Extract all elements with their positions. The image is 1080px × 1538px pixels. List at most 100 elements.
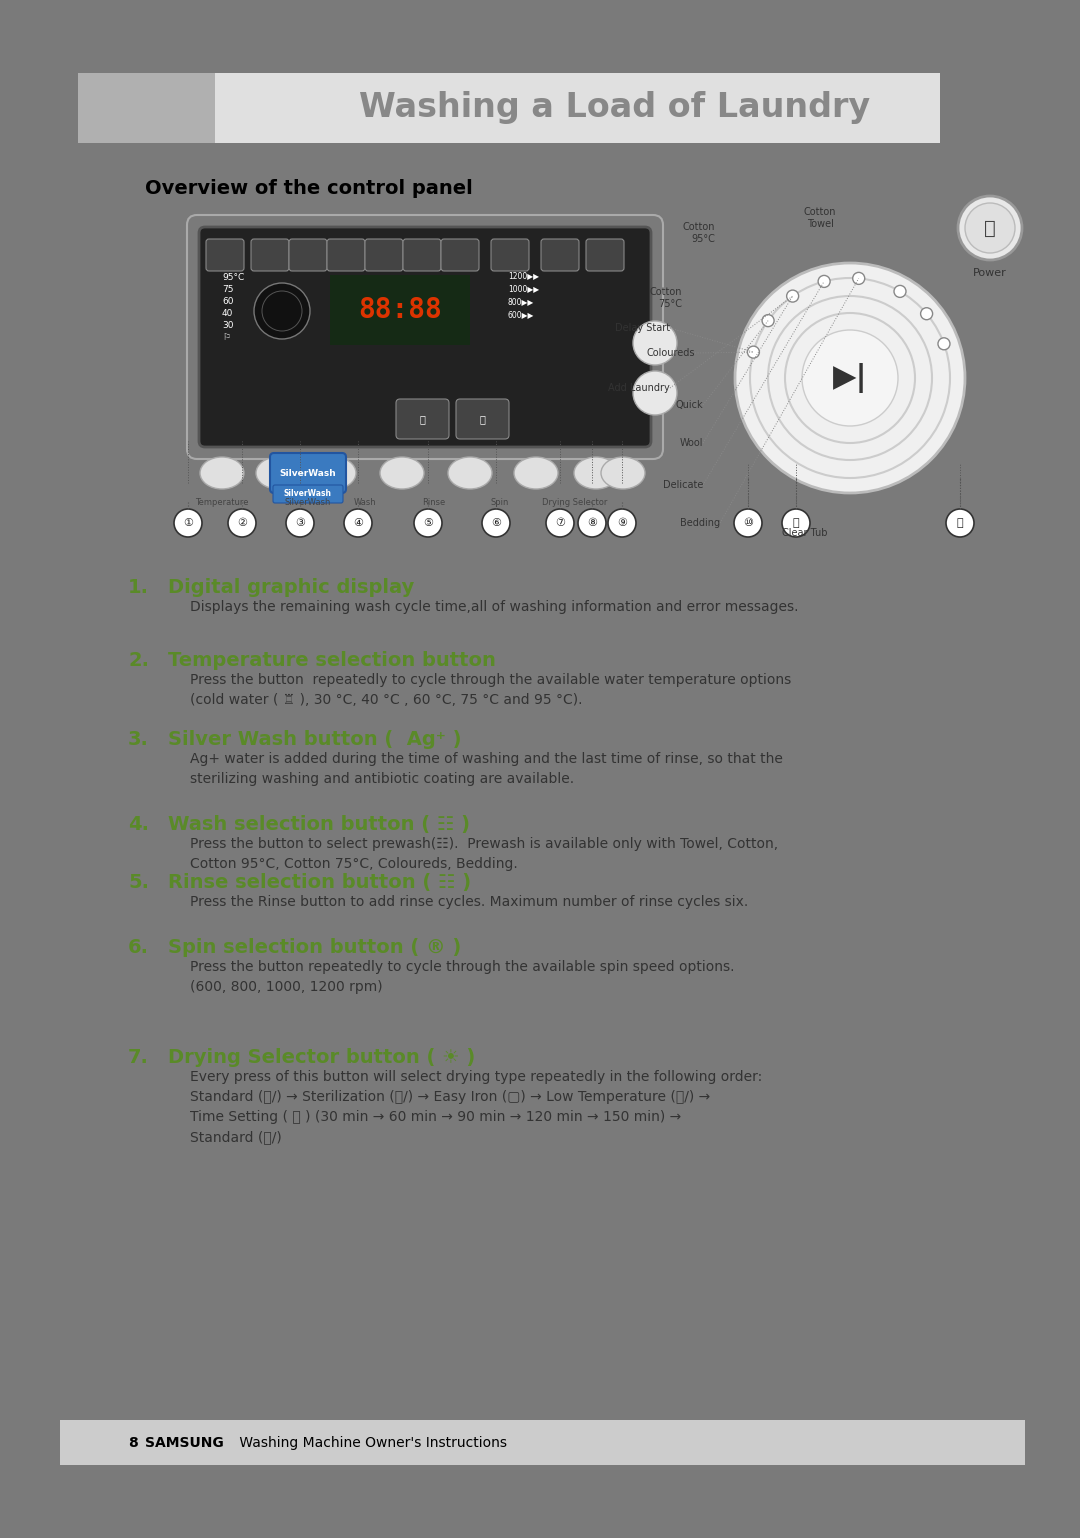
Text: 4.: 4. bbox=[129, 815, 149, 834]
Ellipse shape bbox=[734, 509, 762, 537]
Text: 8: 8 bbox=[129, 1436, 138, 1450]
Ellipse shape bbox=[633, 371, 677, 415]
Circle shape bbox=[747, 346, 759, 358]
Text: 5.: 5. bbox=[129, 874, 149, 892]
FancyBboxPatch shape bbox=[215, 71, 940, 143]
Ellipse shape bbox=[286, 509, 314, 537]
Text: SilverWash: SilverWash bbox=[284, 489, 332, 498]
Ellipse shape bbox=[414, 509, 442, 537]
Text: ②: ② bbox=[237, 518, 247, 528]
Circle shape bbox=[735, 263, 966, 494]
Text: 600▶▶: 600▶▶ bbox=[508, 311, 535, 320]
Text: Add Laundry: Add Laundry bbox=[608, 383, 670, 394]
Ellipse shape bbox=[573, 457, 618, 489]
Ellipse shape bbox=[448, 457, 492, 489]
Ellipse shape bbox=[380, 457, 424, 489]
Text: Washing Machine Owner's Instructions: Washing Machine Owner's Instructions bbox=[235, 1436, 507, 1450]
Text: Press the button repeatedly to cycle through the available spin speed options.
(: Press the button repeatedly to cycle thr… bbox=[190, 960, 734, 994]
Text: Drying Selector button ( ☀ ): Drying Selector button ( ☀ ) bbox=[168, 1047, 475, 1067]
Text: 1000▶▶: 1000▶▶ bbox=[508, 285, 539, 294]
Text: 🔒: 🔒 bbox=[419, 414, 424, 424]
Text: SAMSUNG: SAMSUNG bbox=[145, 1436, 224, 1450]
FancyBboxPatch shape bbox=[491, 238, 529, 271]
Ellipse shape bbox=[174, 509, 202, 537]
FancyBboxPatch shape bbox=[78, 71, 215, 143]
Text: ⏰: ⏰ bbox=[480, 414, 485, 424]
Text: ▶|: ▶| bbox=[833, 363, 867, 394]
Text: 6.: 6. bbox=[129, 938, 149, 957]
Circle shape bbox=[802, 331, 897, 426]
Ellipse shape bbox=[782, 509, 810, 537]
Text: ⑦: ⑦ bbox=[555, 518, 565, 528]
Circle shape bbox=[958, 195, 1022, 260]
Circle shape bbox=[894, 286, 906, 297]
Circle shape bbox=[819, 275, 831, 288]
Text: 800▶▶: 800▶▶ bbox=[508, 297, 535, 306]
FancyBboxPatch shape bbox=[541, 238, 579, 271]
Text: ⏻: ⏻ bbox=[984, 218, 996, 237]
Text: Press the Rinse button to add rinse cycles. Maximum number of rinse cycles six.: Press the Rinse button to add rinse cycl… bbox=[190, 895, 748, 909]
Ellipse shape bbox=[946, 509, 974, 537]
FancyBboxPatch shape bbox=[441, 238, 480, 271]
Text: 30: 30 bbox=[222, 321, 233, 331]
FancyBboxPatch shape bbox=[327, 238, 365, 271]
Text: Wash: Wash bbox=[353, 498, 376, 508]
Text: Rinse selection button ( ☷ ): Rinse selection button ( ☷ ) bbox=[168, 874, 471, 892]
FancyBboxPatch shape bbox=[60, 55, 1025, 72]
FancyBboxPatch shape bbox=[365, 238, 403, 271]
Text: 40: 40 bbox=[222, 309, 233, 318]
Text: Drying Selector: Drying Selector bbox=[542, 498, 608, 508]
FancyBboxPatch shape bbox=[289, 238, 327, 271]
Text: Delicate: Delicate bbox=[663, 480, 703, 491]
Circle shape bbox=[786, 291, 798, 301]
Text: Spin selection button ( ® ): Spin selection button ( ® ) bbox=[168, 938, 461, 957]
Text: 95°C: 95°C bbox=[222, 274, 244, 283]
Text: Wool: Wool bbox=[679, 438, 703, 448]
Text: Clear Tub: Clear Tub bbox=[782, 528, 827, 538]
Circle shape bbox=[937, 338, 950, 349]
FancyBboxPatch shape bbox=[251, 238, 289, 271]
Text: Press the button to select prewash(☷).  Prewash is available only with Towel, Co: Press the button to select prewash(☷). P… bbox=[190, 837, 778, 871]
Text: 88:88: 88:88 bbox=[359, 295, 442, 325]
FancyBboxPatch shape bbox=[456, 398, 509, 438]
Ellipse shape bbox=[608, 509, 636, 537]
Text: Delay Start: Delay Start bbox=[615, 323, 670, 334]
Text: Spin: Spin bbox=[490, 498, 509, 508]
Text: Wash selection button ( ☷ ): Wash selection button ( ☷ ) bbox=[168, 815, 470, 834]
Ellipse shape bbox=[228, 509, 256, 537]
FancyBboxPatch shape bbox=[206, 238, 244, 271]
Text: ⑨: ⑨ bbox=[617, 518, 627, 528]
Text: SilverWash: SilverWash bbox=[285, 498, 332, 508]
Ellipse shape bbox=[546, 509, 573, 537]
Text: ④: ④ bbox=[353, 518, 363, 528]
Text: Overview of the control panel: Overview of the control panel bbox=[145, 178, 473, 197]
FancyBboxPatch shape bbox=[270, 454, 346, 494]
FancyBboxPatch shape bbox=[60, 55, 78, 1483]
FancyBboxPatch shape bbox=[199, 228, 651, 448]
Text: 2.: 2. bbox=[129, 651, 149, 671]
Text: Coloureds: Coloureds bbox=[647, 348, 696, 358]
Text: 60: 60 bbox=[222, 297, 233, 306]
Text: Ag+ water is added during the time of washing and the last time of rinse, so tha: Ag+ water is added during the time of wa… bbox=[190, 752, 783, 786]
Text: 3.: 3. bbox=[129, 731, 149, 749]
Ellipse shape bbox=[256, 457, 300, 489]
Ellipse shape bbox=[345, 509, 372, 537]
Ellipse shape bbox=[578, 509, 606, 537]
Text: ⑩: ⑩ bbox=[743, 518, 753, 528]
Ellipse shape bbox=[633, 321, 677, 365]
Circle shape bbox=[762, 315, 774, 326]
Text: Press the button  repeatedly to cycle through the available water temperature op: Press the button repeatedly to cycle thr… bbox=[190, 674, 792, 707]
Text: ⑫: ⑫ bbox=[957, 518, 963, 528]
FancyBboxPatch shape bbox=[60, 1466, 1025, 1483]
Text: ⑤: ⑤ bbox=[423, 518, 433, 528]
Text: Cotton
95°C: Cotton 95°C bbox=[683, 221, 715, 245]
Ellipse shape bbox=[600, 457, 645, 489]
Circle shape bbox=[254, 283, 310, 338]
FancyBboxPatch shape bbox=[60, 1420, 1025, 1466]
Ellipse shape bbox=[312, 457, 356, 489]
Text: ⑧: ⑧ bbox=[588, 518, 597, 528]
FancyBboxPatch shape bbox=[586, 238, 624, 271]
Text: ⑪: ⑪ bbox=[793, 518, 799, 528]
Text: Quick: Quick bbox=[675, 400, 703, 411]
FancyBboxPatch shape bbox=[330, 275, 470, 345]
